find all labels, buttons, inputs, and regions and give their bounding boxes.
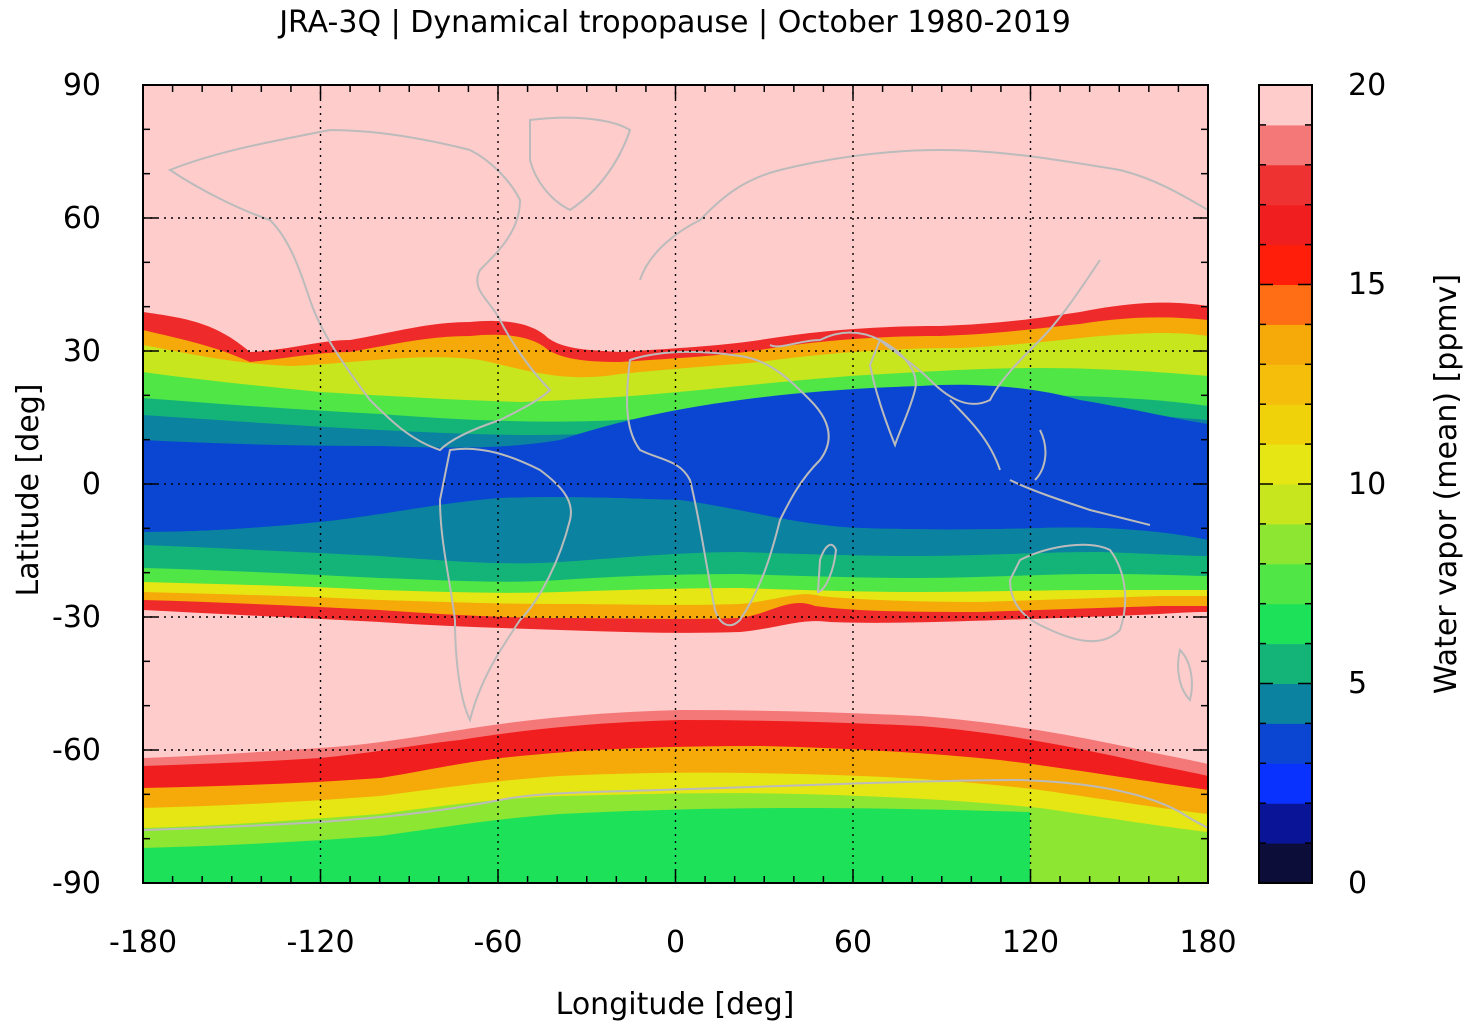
map-tick-marks [142,84,1209,884]
coastline-antarctica [143,778,1208,831]
graticule [143,85,1208,883]
colorbar-tick-label: 15 [1348,267,1386,302]
map-plot-area [143,85,1208,883]
coastline-south-america [438,447,572,723]
colorbar-level [1259,324,1312,365]
y-tick-label: 60 [63,201,101,236]
y-tick-label: -30 [52,600,101,635]
colorbar-level [1259,643,1312,684]
y-tick-labels: 90 60 30 0 -30 -60 -90 [52,68,101,901]
x-tick-label: -180 [109,925,177,960]
colorbar-level [1259,444,1312,485]
colorbar-level [1259,563,1312,605]
coastline-new-zealand [1177,648,1193,702]
y-tick-label: 90 [63,68,101,103]
colorbar [1259,84,1312,884]
colorbar-level [1259,404,1312,445]
y-tick-label: 0 [82,467,101,502]
colorbar-level [1259,763,1312,804]
colorbar-level [1259,723,1312,764]
colorbar-level [1259,204,1312,246]
colorbar-level [1259,85,1312,126]
colorbar-level [1259,523,1312,565]
coastlines [143,116,1208,831]
coastline-southeast-asia [949,399,1151,526]
x-tick-label: 0 [666,925,685,960]
x-tick-label: 180 [1179,925,1236,960]
chart-title: JRA-3Q | Dynamical tropopause | October … [277,5,1071,40]
coastline-africa [626,350,830,627]
colorbar-tick-labels: 20 15 10 5 0 [1348,68,1386,901]
x-tick-label: 120 [1002,925,1059,960]
x-axis-title: Longitude [deg] [556,987,795,1022]
x-tick-labels: -180 -120 -60 0 60 120 180 [109,925,1237,960]
colorbar-level [1259,603,1312,645]
coastline-eurasia [639,148,1208,405]
colorbar-tick-label: 0 [1348,866,1367,901]
coastline-india [868,338,917,448]
colorbar-tick-label: 20 [1348,68,1386,103]
colorbar-level [1259,284,1312,325]
colorbar-frame [1258,84,1313,884]
colorbar-title: Water vapor (mean) [ppmv] [1429,274,1464,694]
colorbar-level [1259,244,1312,285]
x-tick-label: 60 [834,925,872,960]
colorbar-level [1259,803,1312,844]
coastline-greenland [529,116,632,212]
colorbar-level [1259,124,1312,166]
x-tick-label: -120 [286,925,354,960]
colorbar-level [1259,843,1312,884]
coastline-north-america [167,128,552,452]
coastline-australia [1008,543,1127,643]
colorbar-tick-label: 5 [1348,666,1367,701]
colorbar-level [1259,683,1312,724]
y-tick-label: -60 [52,733,101,768]
colorbar-level [1259,484,1312,525]
tropical-band-blue [143,384,1208,540]
colorbar-level [1259,164,1312,206]
x-tick-label: -60 [474,925,523,960]
sh-polar-band-green [143,808,1030,883]
y-tick-label: -90 [52,866,101,901]
y-tick-label: 30 [63,334,101,369]
colorbar-level [1259,364,1312,405]
y-axis-title: Latitude [deg] [11,384,46,597]
colorbar-tick-label: 10 [1348,467,1386,502]
coastline-madagascar [816,543,838,594]
